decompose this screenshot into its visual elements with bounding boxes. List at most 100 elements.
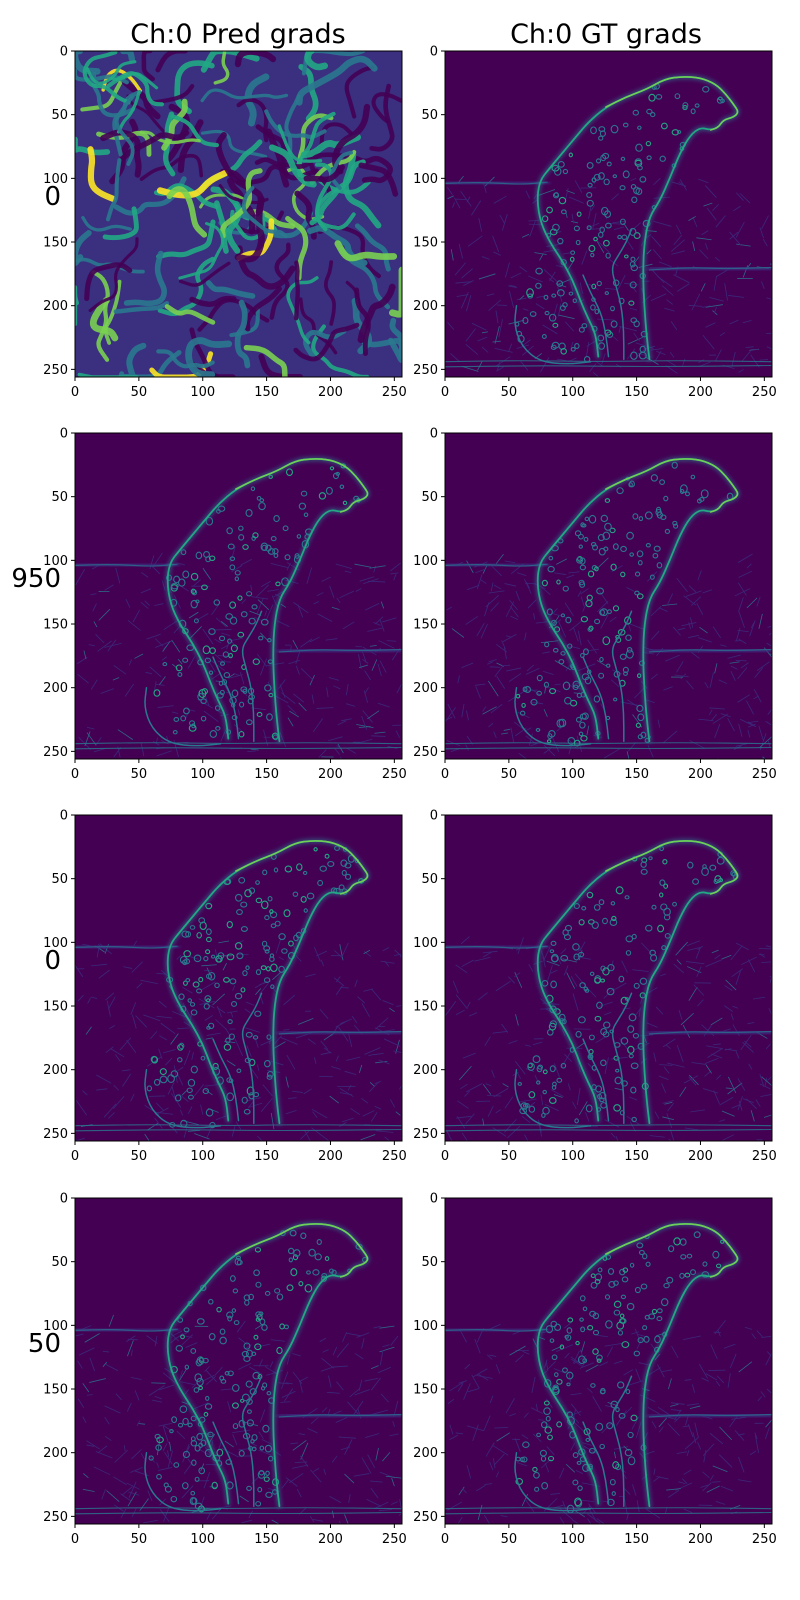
panel-3-1-background xyxy=(445,1198,772,1524)
panel-2-1-ytick-label-4: 200 xyxy=(413,1063,438,1078)
panel-3-0-xtick-label-2: 100 xyxy=(190,1532,215,1547)
panel-3-0-background xyxy=(75,1198,402,1524)
panel-0-1-xtick-label-1: 50 xyxy=(501,385,518,400)
panel-1-0-ytick-label-2: 100 xyxy=(43,554,68,569)
panel-2-0-spots xyxy=(146,845,365,1129)
panel-0-1-silhouette xyxy=(514,74,740,365)
panel-3-1-xtick-label-3: 150 xyxy=(624,1532,649,1547)
panel-3-1-ytick-label-3: 150 xyxy=(413,1383,438,1398)
panel-2-0-xtick-label-4: 200 xyxy=(318,1149,343,1164)
row-label-3: 50 xyxy=(28,1329,61,1359)
panel-2-1-xtick-label-3: 150 xyxy=(624,1149,649,1164)
panel-1-0-xtick-label-1: 50 xyxy=(131,767,148,782)
panel-2-0-ytick-label-5: 250 xyxy=(43,1127,68,1142)
panel-1-0-ground-0 xyxy=(75,742,402,745)
panel-3-0-xtick-label-4: 200 xyxy=(318,1532,343,1547)
panel-2-0-ytick-label-3: 150 xyxy=(43,1000,68,1015)
panel-3-1-ytick-label-1: 50 xyxy=(421,1255,438,1270)
panel-3-0-xtick-label-1: 50 xyxy=(131,1532,148,1547)
panel-3-0-ytick-label-4: 200 xyxy=(43,1446,68,1461)
panel-0-1-xtick-label-5: 250 xyxy=(752,385,777,400)
panel-3-1-xtick-label-4: 200 xyxy=(688,1532,713,1547)
panel-3-1-xtick-label-1: 50 xyxy=(501,1532,518,1547)
panel-1-1-frame xyxy=(444,432,773,760)
panel-2-0-silhouette xyxy=(144,838,370,1129)
panel-2-1-silhouette xyxy=(514,838,740,1129)
panel-2-0-texture xyxy=(75,939,402,1141)
panel-2-1-ytick-label-0: 0 xyxy=(430,809,438,824)
panel-3-1-spots xyxy=(515,1231,725,1514)
panel-2-1-xtick-label-2: 100 xyxy=(560,1149,585,1164)
panel-1-0-xtick-label-3: 150 xyxy=(254,767,279,782)
panel-0-0-frame xyxy=(74,50,403,378)
panel-3-1-frame xyxy=(444,1197,773,1525)
panel-0-1-xtick-label-3: 150 xyxy=(624,385,649,400)
panel-1-0-silhouette xyxy=(144,456,370,747)
panel-0-0-ytick-label-5: 250 xyxy=(43,363,68,378)
panel-0-0-xtick-label-1: 50 xyxy=(131,385,148,400)
panel-2-1-image xyxy=(445,815,772,1141)
panel-1-1-xtick-label-5: 250 xyxy=(752,767,777,782)
panel-3-1-silhouette xyxy=(514,1221,740,1512)
panel-0-1-xtick-label-4: 200 xyxy=(688,385,713,400)
panel-3-1-image xyxy=(445,1198,772,1524)
panel-1-0-ytick-label-0: 0 xyxy=(60,427,68,442)
panel-1-1-ground-0 xyxy=(445,742,772,745)
panel-2-0-ytick-label-1: 50 xyxy=(51,872,68,887)
panel-3-1-ground-1 xyxy=(445,1511,772,1515)
panel-3-0-ytick-label-5: 250 xyxy=(43,1510,68,1525)
row-label-0: 0 xyxy=(44,182,61,212)
panel-1-1-ytick-label-3: 150 xyxy=(413,618,438,633)
panel-3-1-xtick-label-0: 0 xyxy=(441,1532,449,1547)
panel-1-0-image xyxy=(75,433,402,759)
panel-1-1-ytick-label-0: 0 xyxy=(430,427,438,442)
panel-2-1-ytick-label-3: 150 xyxy=(413,1000,438,1015)
panel-0-0-xtick-label-4: 200 xyxy=(318,385,343,400)
panel-2-1-ground-1 xyxy=(445,1128,772,1132)
column-titles: Ch:0 Pred grads Ch:0 GT grads xyxy=(130,19,702,50)
panel-0-1-ground-1 xyxy=(445,364,772,368)
panel-0-0-ytick-label-2: 100 xyxy=(43,172,68,187)
panel-2-0-ytick-label-2: 100 xyxy=(43,936,68,951)
panel-0-1-ytick-label-1: 50 xyxy=(421,108,438,123)
row-label-1: 950 xyxy=(11,564,61,594)
panel-2-0-xtick-label-3: 150 xyxy=(254,1149,279,1164)
panel-3-0-ytick-label-3: 150 xyxy=(43,1383,68,1398)
panel-2-1-xtick-label-4: 200 xyxy=(688,1149,713,1164)
panel-2-0-ytick-label-0: 0 xyxy=(60,809,68,824)
panel-1-0-xtick-label-4: 200 xyxy=(318,767,343,782)
panel-0-0-image xyxy=(75,51,402,377)
panel-0-1-xtick-label-0: 0 xyxy=(441,385,449,400)
panel-0-0-ytick-label-4: 200 xyxy=(43,299,68,314)
column-title-0: Ch:0 Pred grads xyxy=(130,19,345,50)
panel-0-0-xtick-label-2: 100 xyxy=(190,385,215,400)
column-title-1: Ch:0 GT grads xyxy=(510,19,702,50)
panel-1-1-ytick-label-5: 250 xyxy=(413,745,438,760)
panel-0-1-ground-0 xyxy=(445,360,772,363)
panel-3-1-ground-0 xyxy=(445,1507,772,1510)
panel-2-0-xtick-label-2: 100 xyxy=(190,1149,215,1164)
panel-1-0-xtick-label-0: 0 xyxy=(71,767,79,782)
panel-1-1-xtick-label-3: 150 xyxy=(624,767,649,782)
panel-0-1-spots xyxy=(514,83,725,363)
panel-1-1-xtick-label-1: 50 xyxy=(501,767,518,782)
panel-3-0-ytick-label-2: 100 xyxy=(43,1319,68,1334)
panel-1-1-ytick-label-2: 100 xyxy=(413,554,438,569)
panel-1-1-ytick-label-4: 200 xyxy=(413,681,438,696)
panel-2-1-ground-0 xyxy=(445,1124,772,1127)
panel-0-1-image xyxy=(445,51,772,377)
panel-1-1-xtick-label-0: 0 xyxy=(441,767,449,782)
panel-3-1-xtick-label-2: 100 xyxy=(560,1532,585,1547)
panel-0-1-texture xyxy=(447,176,772,377)
panel-1-0-ytick-label-4: 200 xyxy=(43,681,68,696)
panel-0-1-ytick-label-5: 250 xyxy=(413,363,438,378)
panel-2-0-xtick-label-5: 250 xyxy=(382,1149,407,1164)
panel-2-1-xtick-label-1: 50 xyxy=(501,1149,518,1164)
